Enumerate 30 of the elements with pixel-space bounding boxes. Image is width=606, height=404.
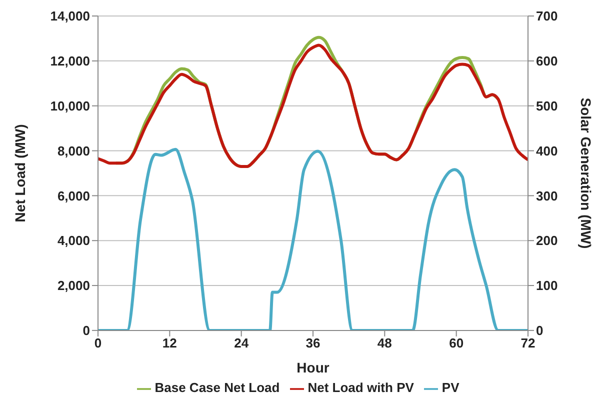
x-tick-label: 48 (377, 336, 392, 351)
y-tick-label: 6,000 (57, 188, 90, 204)
legend-label: PV (442, 380, 460, 396)
x-axis-title: Hour (296, 359, 330, 376)
y-tick-label: 0 (82, 323, 90, 338)
y-tick-label: 4,000 (57, 233, 90, 248)
x-tick-label: 0 (94, 336, 102, 351)
y2-axis-title: Solar Generation (MW) (578, 98, 594, 249)
y2-tick-label: 600 (536, 54, 558, 69)
y-tick-label: 10,000 (50, 98, 90, 114)
y-tick-label: 14,000 (50, 8, 90, 24)
y-axis-title: Net Load (MW) (12, 124, 28, 222)
y-tick-label: 8,000 (57, 143, 90, 158)
legend-label: Net Load with PV (308, 380, 414, 396)
y2-tick-label: 700 (536, 8, 558, 24)
y2-tick-label: 300 (536, 188, 558, 204)
x-tick-label: 24 (234, 336, 250, 351)
y-tick-label: 2,000 (57, 278, 90, 294)
y-tick-label: 12,000 (50, 54, 90, 69)
x-tick-label: 12 (162, 336, 177, 351)
y2-tick-label: 400 (536, 143, 558, 158)
y2-tick-label: 100 (536, 278, 558, 294)
y2-tick-label: 0 (536, 323, 544, 338)
x-tick-label: 60 (449, 336, 464, 351)
x-tick-label: 72 (520, 336, 536, 351)
y2-tick-label: 500 (536, 98, 558, 114)
legend-label: Base Case Net Load (154, 380, 280, 396)
y2-tick-label: 200 (536, 233, 558, 248)
line-series (98, 44, 528, 168)
x-tick-label: 36 (306, 336, 320, 351)
